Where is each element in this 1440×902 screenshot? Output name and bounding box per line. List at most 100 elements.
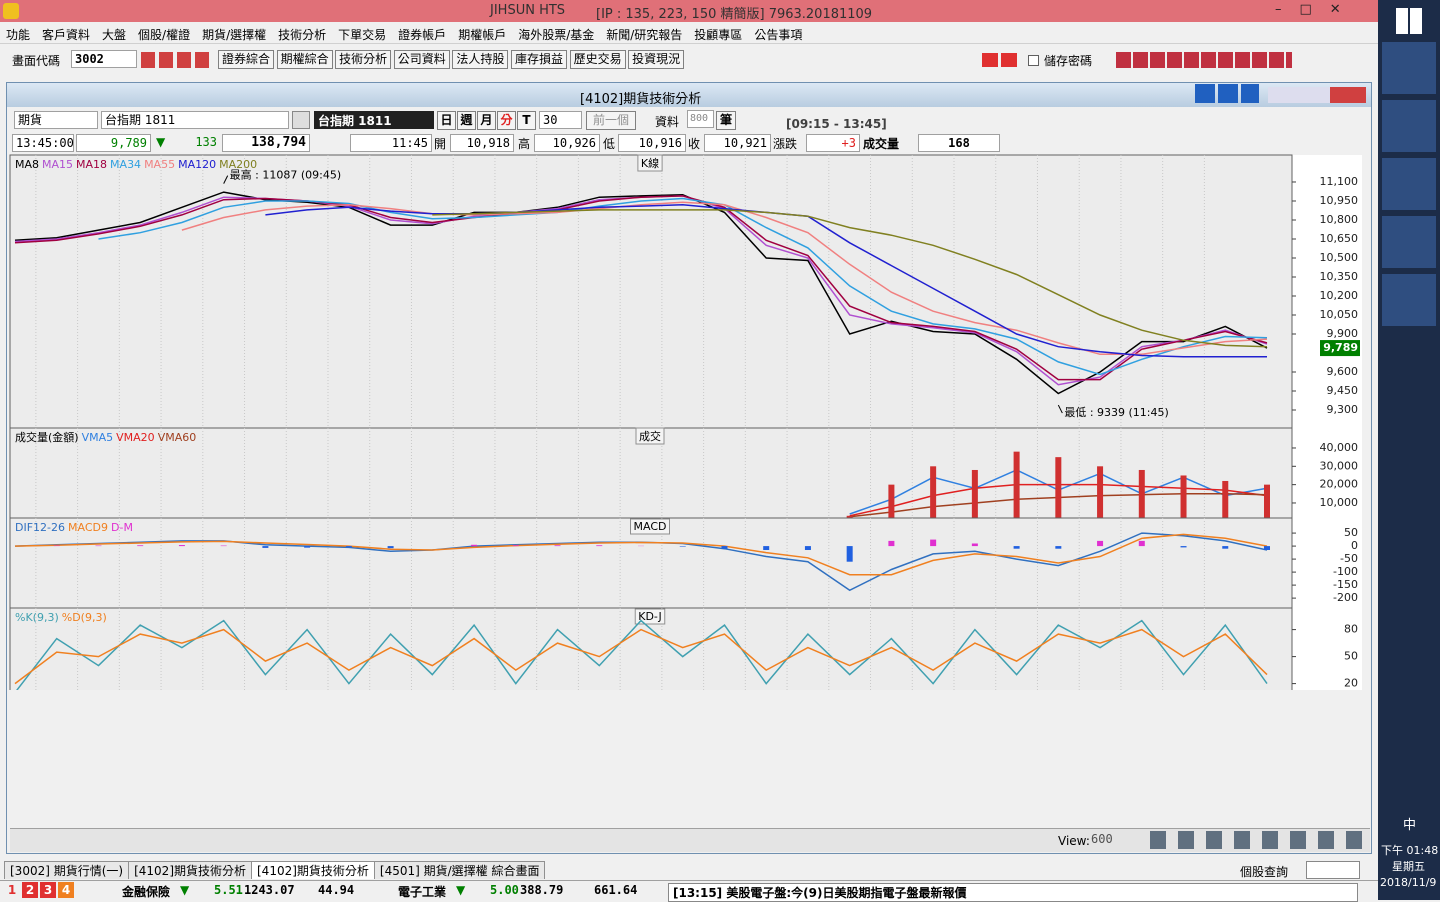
period-button[interactable]: 週: [457, 111, 476, 130]
legend-entry: %D(9,3): [62, 611, 107, 624]
sector-amount: 661.64: [594, 883, 637, 897]
y-tick-label: -100: [1333, 565, 1358, 578]
y-tick-label: 10,650: [1320, 232, 1359, 245]
legend-entry: MA15: [42, 158, 73, 171]
legend-entry: MA8: [15, 158, 39, 171]
sector-index: 388.79: [520, 883, 563, 897]
bar: [888, 541, 894, 546]
period-button[interactable]: 月: [477, 111, 496, 130]
y-tick-label: 10,050: [1320, 308, 1359, 321]
y-tick-label: 80: [1344, 623, 1358, 636]
bar: [1014, 546, 1020, 549]
chart: 11,10010,95010,80010,65010,50010,35010,2…: [0, 0, 1372, 690]
legend-entry: VMA5: [82, 431, 114, 444]
toolbar-button[interactable]: 法人持股: [452, 50, 508, 69]
legend-entry: %K(9,3): [15, 611, 59, 624]
sector-name: 金融保險: [122, 883, 170, 900]
toolbar-button[interactable]: 證券綜合: [218, 50, 274, 69]
y-tick-label: 11,100: [1320, 175, 1359, 188]
y-tick-label: 50: [1344, 526, 1358, 539]
y-tick-label: -200: [1333, 591, 1358, 604]
legend-entry: MA18: [76, 158, 107, 171]
period-button[interactable]: 分: [497, 111, 516, 130]
y-tick-label: 9,600: [1327, 365, 1359, 378]
toolbar-button[interactable]: 投資現況: [628, 50, 684, 69]
sector-change: 5.51: [214, 883, 243, 897]
view-value[interactable]: 600: [1088, 831, 1148, 849]
period-button[interactable]: T: [517, 111, 536, 130]
stock-query: 個股查詢: [1240, 863, 1288, 880]
panel-title: 成交: [639, 429, 661, 443]
taskbar-ime[interactable]: 中: [1403, 814, 1416, 833]
page-button[interactable]: 2: [22, 882, 38, 898]
sector-name: 電子工業: [398, 883, 446, 900]
y-tick-label: 10,950: [1320, 194, 1359, 207]
y-tick-label: 10,800: [1320, 213, 1359, 226]
bar: [805, 546, 811, 550]
y-tick-label: 20: [1344, 677, 1358, 690]
bar: [54, 546, 60, 547]
sector-amount: 44.94: [318, 883, 354, 897]
bar: [555, 545, 561, 546]
bar: [1097, 466, 1103, 518]
period-button[interactable]: 日: [437, 111, 456, 130]
bar: [680, 546, 686, 547]
bar: [346, 546, 352, 547]
bar: [221, 546, 227, 547]
y-tick-label: 10,000: [1320, 496, 1359, 509]
tab[interactable]: [4102]期貨技術分析: [128, 861, 252, 879]
y-tick-label: 10,350: [1320, 270, 1359, 283]
bar: [1139, 541, 1145, 546]
news: [13:15] 美股電子盤:今(9)日美股期指電子盤最新報價: [668, 883, 1358, 902]
y-tick-label: 40,000: [1320, 441, 1359, 454]
taskbar-date: 2018/11/9: [1380, 876, 1436, 889]
view-icons[interactable]: [1150, 831, 1365, 849]
bar: [1181, 475, 1187, 518]
bar: [596, 545, 602, 546]
toolbar-button[interactable]: 技術分析: [335, 50, 391, 69]
y-tick-label: 9,300: [1327, 403, 1359, 416]
bar: [930, 540, 936, 547]
bar: [763, 546, 769, 550]
stock-query-input[interactable]: [1306, 861, 1360, 879]
legend-entry: D-M: [111, 521, 133, 534]
legend-entry: VMA20: [116, 431, 155, 444]
toolbar-button[interactable]: 公司資料: [394, 50, 450, 69]
page-button[interactable]: 4: [58, 882, 74, 898]
legend-entry: MA55: [144, 158, 175, 171]
tab[interactable]: [3002] 期貨行情(一): [4, 861, 129, 879]
tab[interactable]: [4501] 期貨/選擇權 綜合畫面: [374, 861, 546, 879]
bar: [471, 545, 477, 546]
tab[interactable]: [4102]期貨技術分析: [251, 861, 375, 879]
bar: [1055, 546, 1061, 549]
bar: [179, 545, 185, 546]
bar: [930, 466, 936, 518]
bar: [972, 470, 978, 518]
legend-entry: DIF12-26: [15, 521, 65, 534]
page-button[interactable]: 1: [4, 882, 20, 898]
bar: [1222, 546, 1228, 549]
bar: [721, 546, 727, 549]
y-tick-label: 30,000: [1320, 459, 1359, 472]
legend-prefix: 成交量(金額): [15, 430, 79, 444]
sector-arrow: ▼: [456, 883, 465, 897]
toolbar-button[interactable]: 庫存損益: [511, 50, 567, 69]
bar: [1014, 452, 1020, 518]
sector-change: 5.00: [490, 883, 519, 897]
view-label: View:: [1058, 834, 1090, 848]
page-button[interactable]: 3: [40, 882, 56, 898]
bar: [1181, 546, 1187, 547]
sector-index: 1243.07: [244, 883, 295, 897]
bar: [1055, 457, 1061, 518]
toolbar-button[interactable]: 歷史交易: [570, 50, 626, 69]
sector-arrow: ▼: [180, 883, 189, 897]
bar: [972, 543, 978, 546]
start-button[interactable]: [1396, 8, 1422, 34]
toolbar-button[interactable]: 期權綜合: [277, 50, 333, 69]
bar: [847, 546, 853, 562]
taskbar-apps[interactable]: [1382, 42, 1436, 326]
y-tick-label: 50: [1344, 650, 1358, 663]
bar: [888, 485, 894, 518]
